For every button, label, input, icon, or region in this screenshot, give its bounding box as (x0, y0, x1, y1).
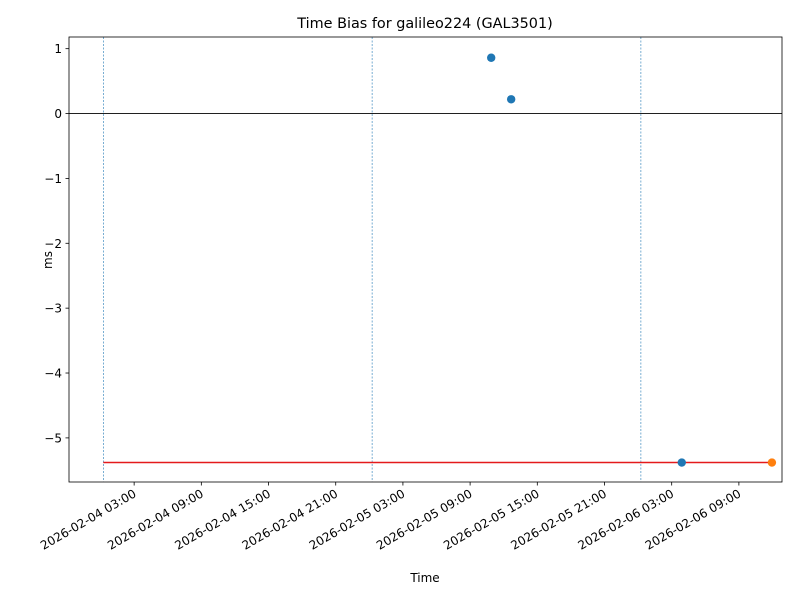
y-tick-label: −5 (44, 431, 62, 445)
point (506, 95, 516, 104)
plot-frame (68, 36, 783, 483)
y-tick-label: 1 (54, 42, 62, 56)
y-tick-label: −4 (44, 367, 62, 381)
y-tick-label: −3 (44, 302, 62, 316)
y-axis-label: ms (41, 251, 55, 269)
y-tick-label: −1 (44, 172, 62, 186)
y-tick-label: 0 (54, 107, 62, 121)
chart-title: Time Bias for galileo224 (GAL3501) (296, 16, 552, 32)
point (487, 53, 496, 62)
point (677, 458, 686, 467)
x-axis-label: Time (409, 571, 439, 585)
y-tick-label: −2 (44, 237, 62, 251)
point (767, 458, 777, 467)
